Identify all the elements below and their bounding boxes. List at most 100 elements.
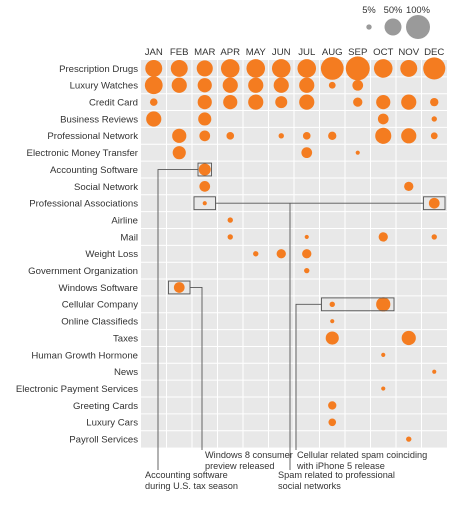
month-label: NOV bbox=[398, 47, 419, 58]
data-bubble bbox=[276, 249, 286, 259]
data-bubble bbox=[345, 56, 370, 81]
data-bubble bbox=[199, 130, 211, 142]
data-bubble bbox=[428, 197, 440, 209]
data-bubble bbox=[304, 267, 310, 274]
data-bubble bbox=[198, 163, 211, 176]
legend-bubble bbox=[384, 18, 402, 36]
data-bubble bbox=[227, 217, 233, 223]
category-label: Business Reviews bbox=[60, 114, 138, 125]
category-label: Luxury Cars bbox=[86, 418, 138, 429]
category-label: Cellular Company bbox=[62, 300, 138, 311]
data-bubble bbox=[271, 59, 291, 78]
category-label: Electronic Payment Services bbox=[16, 384, 138, 395]
month-axis: JAN FEB MAR APR MAY JUN JUL AUG SEP OCT NOV DEC bbox=[145, 47, 445, 58]
month-label: MAR bbox=[194, 47, 215, 58]
data-bubble bbox=[329, 301, 335, 308]
data-bubble bbox=[355, 150, 360, 155]
legend-label: 100% bbox=[406, 4, 430, 15]
data-bubble bbox=[170, 59, 188, 77]
data-bubble bbox=[222, 77, 238, 93]
month-label: OCT bbox=[373, 47, 393, 58]
data-bubble bbox=[432, 369, 437, 374]
data-bubble bbox=[172, 146, 186, 160]
annotation-text: Cellular related spam coinciding bbox=[297, 450, 427, 460]
data-bubble bbox=[301, 147, 313, 159]
month-label: JUL bbox=[298, 47, 316, 58]
category-label: Credit Card bbox=[89, 98, 138, 109]
month-label: SEP bbox=[348, 47, 367, 58]
data-bubble bbox=[198, 112, 212, 126]
data-bubble bbox=[328, 81, 336, 89]
data-bubble bbox=[202, 201, 207, 206]
data-bubble bbox=[406, 436, 412, 442]
data-bubble bbox=[430, 97, 439, 107]
annotation-text: social networks bbox=[278, 481, 341, 491]
category-label: Greeting Cards bbox=[73, 401, 138, 412]
data-bubble bbox=[304, 234, 309, 240]
data-bubble bbox=[248, 94, 264, 110]
category-label: Mail bbox=[120, 232, 138, 243]
data-bubble bbox=[328, 418, 337, 427]
data-bubble bbox=[328, 131, 337, 140]
legend-bubble bbox=[406, 15, 430, 39]
category-axis: Prescription Drugs Luxury Watches Credit C… bbox=[16, 64, 139, 446]
data-bubble bbox=[381, 352, 386, 357]
data-bubble bbox=[171, 77, 187, 93]
category-label: Professional Associations bbox=[29, 199, 138, 210]
bubble-series bbox=[144, 56, 446, 442]
data-bubble bbox=[197, 95, 212, 110]
category-label: Taxes bbox=[113, 333, 138, 344]
category-label: Payroll Services bbox=[69, 435, 138, 446]
category-label: Luxury Watches bbox=[70, 81, 139, 92]
category-label: Electronic Money Transfer bbox=[27, 148, 139, 159]
data-bubble bbox=[173, 282, 185, 293]
data-bubble bbox=[273, 77, 289, 93]
data-bubble bbox=[144, 76, 163, 95]
data-bubble bbox=[431, 116, 437, 122]
data-bubble bbox=[375, 127, 392, 144]
callout-leader bbox=[157, 169, 198, 470]
legend-bubble bbox=[366, 24, 372, 30]
data-bubble bbox=[220, 59, 240, 78]
data-bubble bbox=[330, 319, 335, 324]
data-bubble bbox=[352, 79, 364, 91]
data-bubble bbox=[172, 128, 187, 143]
data-bubble bbox=[430, 132, 438, 140]
category-label: Online Classifieds bbox=[61, 317, 138, 328]
data-bubble bbox=[226, 132, 235, 140]
data-bubble bbox=[431, 234, 437, 240]
data-bubble bbox=[376, 95, 391, 110]
category-label: Social Network bbox=[74, 182, 138, 193]
callout-leader bbox=[295, 303, 322, 450]
data-bubble bbox=[275, 96, 288, 109]
data-bubble bbox=[378, 232, 388, 242]
data-bubble bbox=[227, 234, 233, 240]
data-bubble bbox=[145, 59, 163, 77]
category-label: Airline bbox=[111, 215, 138, 226]
data-bubble bbox=[302, 249, 312, 259]
month-label: DEC bbox=[424, 47, 444, 58]
month-label: AUG bbox=[322, 47, 343, 58]
data-bubble bbox=[196, 60, 213, 77]
category-label: Professional Network bbox=[47, 131, 138, 142]
category-label: Human Growth Hormone bbox=[31, 350, 138, 361]
category-label: Weight Loss bbox=[85, 249, 138, 260]
category-label: Prescription Drugs bbox=[59, 64, 138, 75]
grid-lines bbox=[141, 60, 447, 448]
legend-label: 50% bbox=[384, 4, 403, 15]
data-bubble bbox=[223, 95, 238, 110]
size-legend: 5% 50% 100% bbox=[362, 4, 430, 39]
month-label: MAY bbox=[246, 47, 267, 58]
data-bubble bbox=[299, 77, 315, 93]
category-label: Accounting Software bbox=[50, 165, 138, 176]
data-bubble bbox=[297, 59, 317, 78]
data-bubble bbox=[253, 251, 259, 257]
data-bubble bbox=[199, 181, 211, 192]
data-bubble bbox=[299, 94, 315, 110]
data-bubble bbox=[248, 77, 264, 93]
annotation-text: Accounting software bbox=[145, 470, 228, 480]
category-label: Windows Software bbox=[59, 283, 138, 294]
data-bubble bbox=[302, 132, 311, 140]
